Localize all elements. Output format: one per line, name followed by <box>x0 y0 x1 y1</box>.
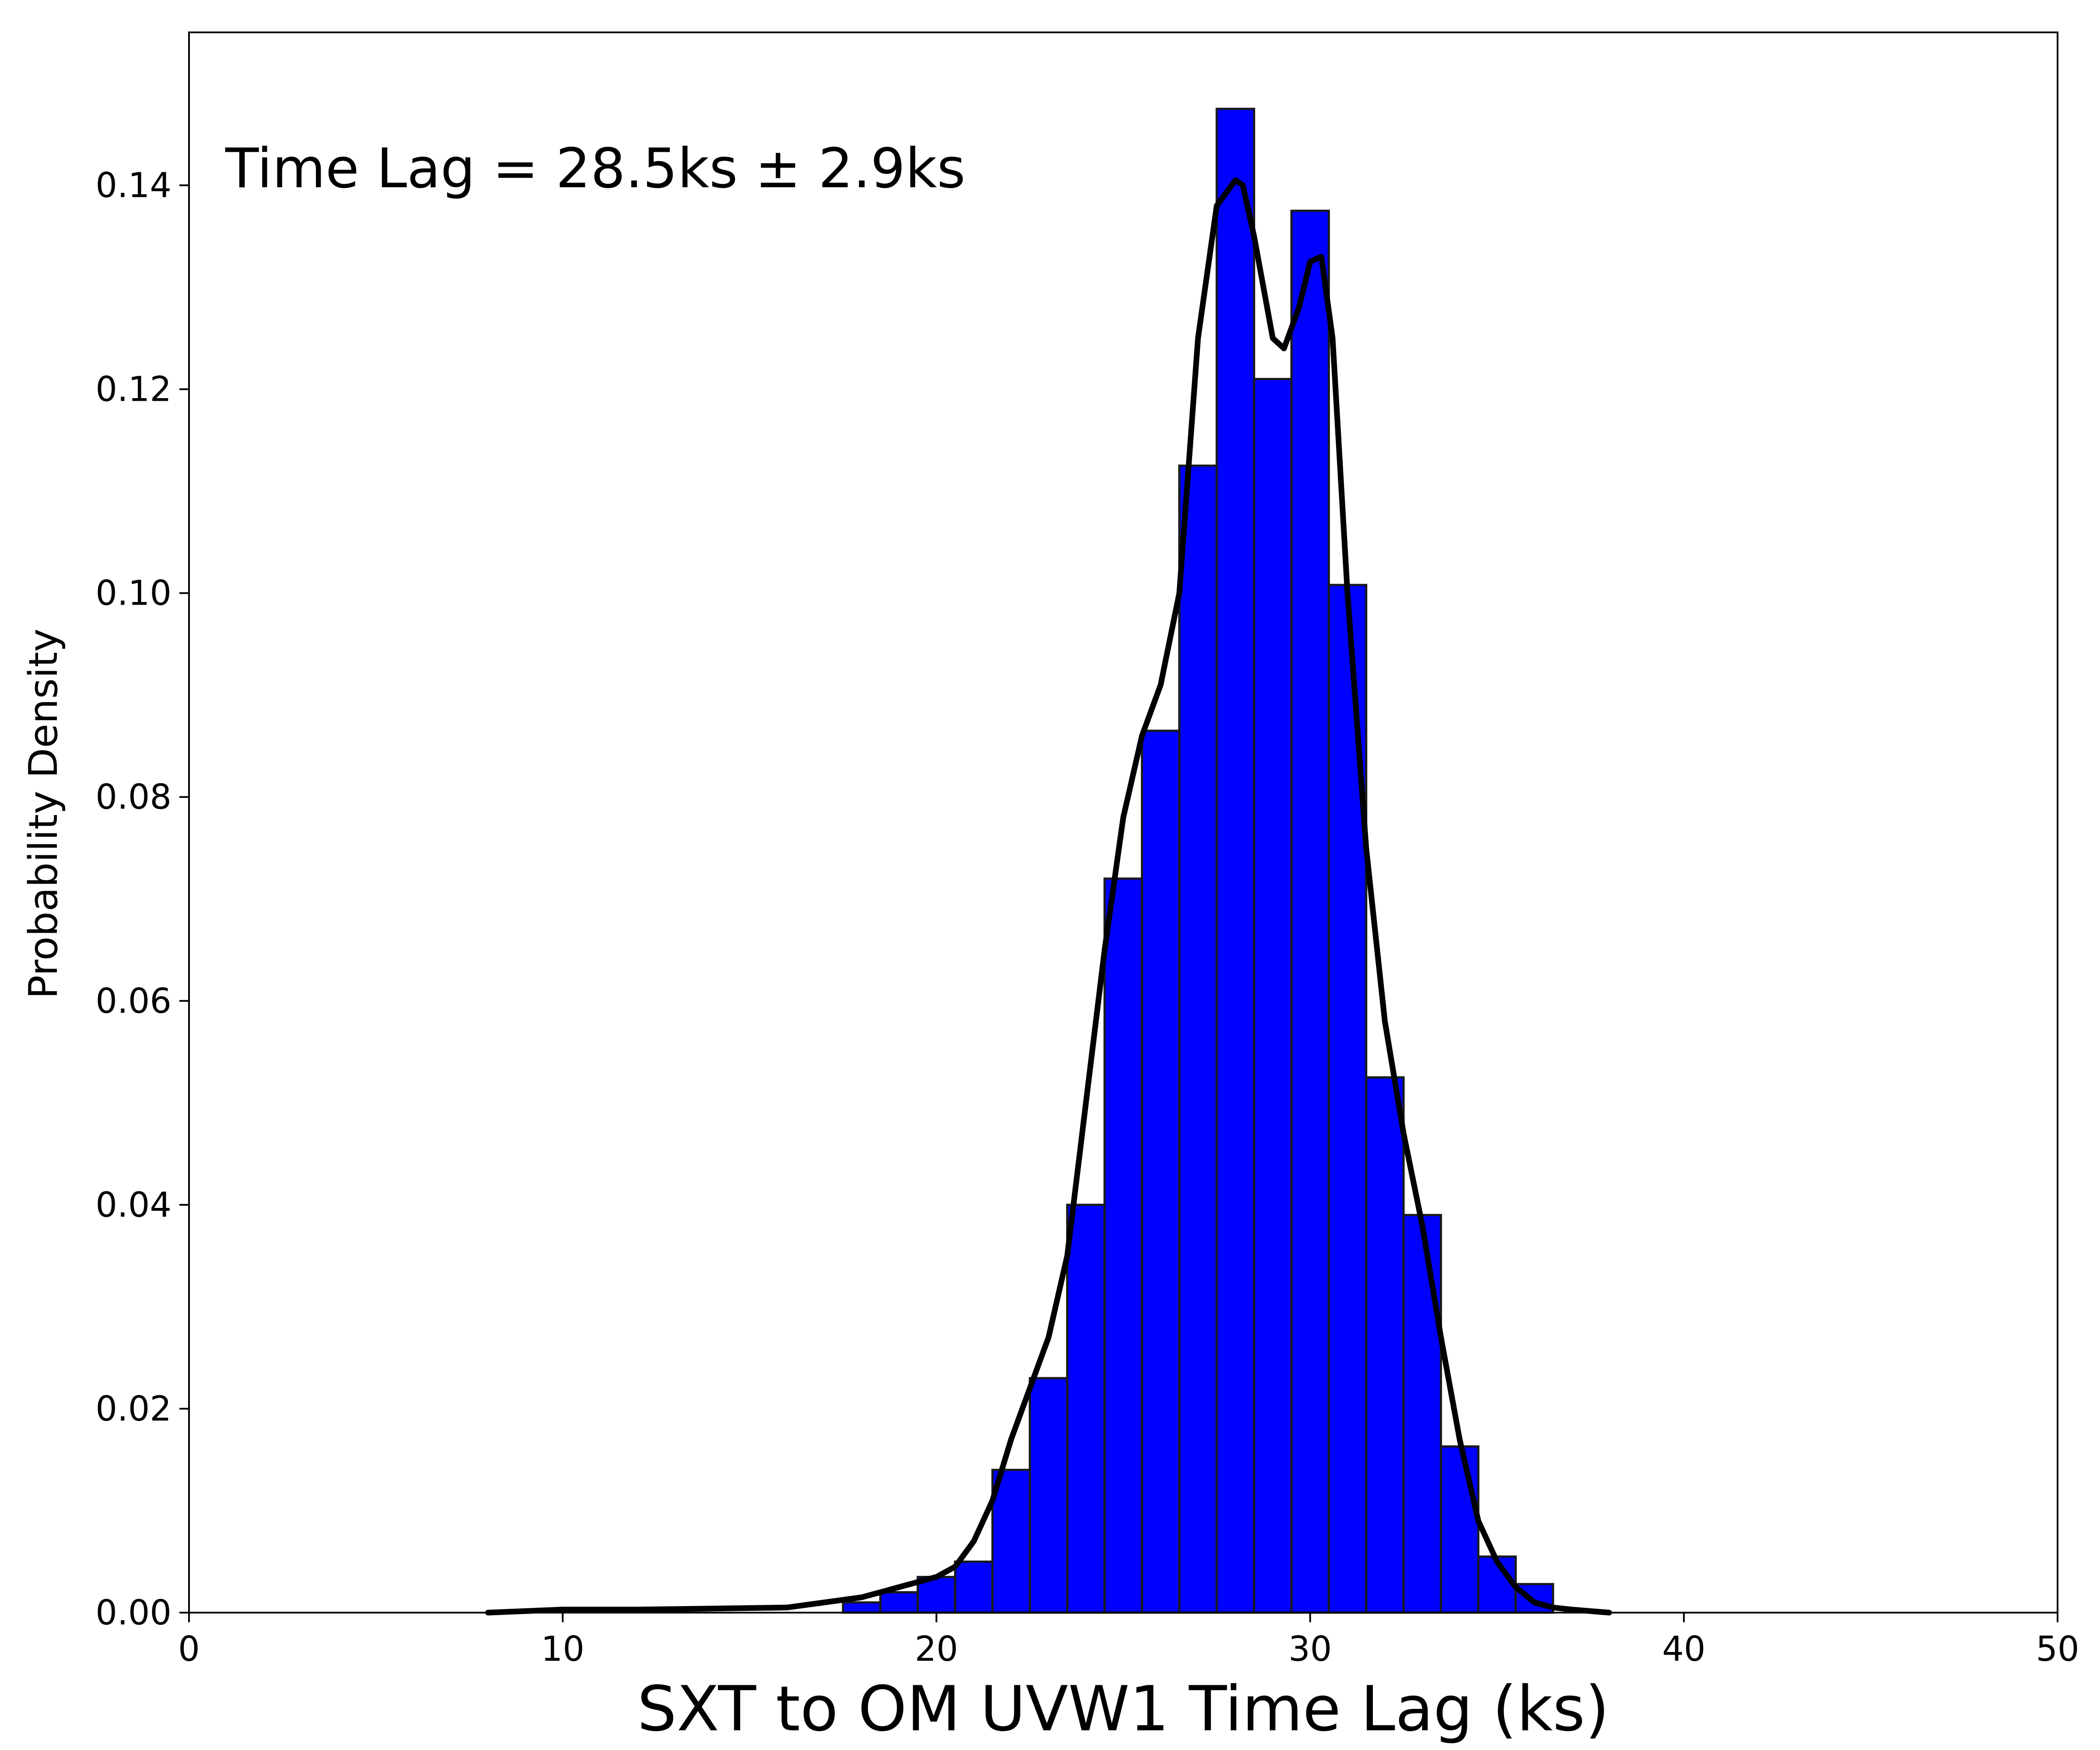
histogram-bar <box>1178 464 1218 1614</box>
histogram-bar <box>1365 1076 1405 1614</box>
y-tick-label: 0.08 <box>95 778 172 817</box>
time-lag-annotation: Time Lag = 28.5ks ± 2.9ks <box>225 137 966 200</box>
histogram-bar <box>1253 378 1293 1614</box>
histogram-bar <box>1440 1445 1480 1614</box>
histogram-bar <box>879 1591 919 1614</box>
histogram-bar <box>1066 1204 1106 1614</box>
y-tick-label: 0.02 <box>95 1390 172 1429</box>
y-tick-label: 0.04 <box>95 1186 172 1225</box>
histogram-bar <box>1141 729 1181 1614</box>
y-tick-label: 0.12 <box>95 370 172 410</box>
y-tick-label: 0.14 <box>95 166 172 206</box>
y-tick-label: 0.00 <box>95 1593 172 1633</box>
y-tick-label: 0.06 <box>95 982 172 1021</box>
density-curve <box>485 177 1612 1616</box>
x-axis-title: SXT to OM UVW1 Time Lag (ks) <box>637 1673 1610 1745</box>
plot-frame <box>188 32 2058 1614</box>
x-tick-label: 0 <box>178 1630 200 1669</box>
histogram-bar <box>1290 210 1330 1614</box>
histogram-bar <box>1215 108 1255 1614</box>
histogram-bars <box>842 108 1554 1614</box>
x-tick-label: 10 <box>541 1630 584 1669</box>
x-tick-label: 50 <box>2036 1630 2079 1669</box>
x-axis-ticks: 0 10 20 30 40 50 <box>178 1613 2079 1669</box>
x-tick-label: 40 <box>1662 1630 1705 1669</box>
density-curve-layer <box>485 177 1612 1616</box>
x-tick-label: 30 <box>1288 1630 1332 1669</box>
y-axis-ticks: 0.00 0.02 0.04 0.06 0.08 0.10 0.12 0.14 <box>95 166 189 1633</box>
histogram-bar <box>954 1560 994 1614</box>
y-axis-title: Probability Density <box>21 629 66 999</box>
histogram-bar <box>1402 1214 1442 1614</box>
histogram-bar <box>842 1601 882 1614</box>
histogram-bar <box>1103 877 1143 1614</box>
histogram-bar <box>1029 1377 1068 1614</box>
y-tick-label: 0.10 <box>95 574 172 613</box>
x-tick-label: 20 <box>915 1630 958 1669</box>
